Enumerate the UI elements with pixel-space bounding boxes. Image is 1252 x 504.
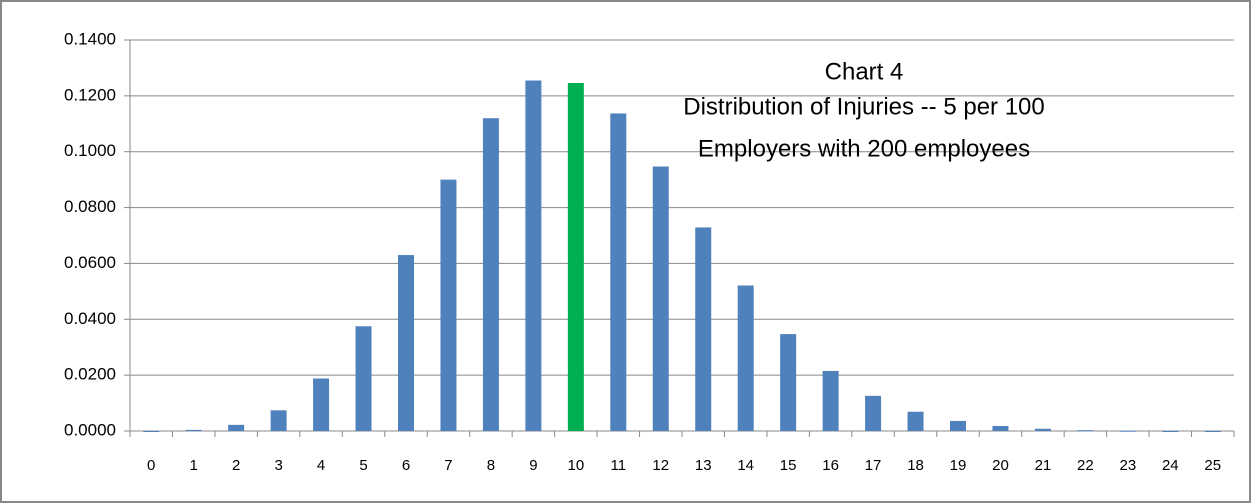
x-tick-label: 15 — [780, 457, 797, 474]
bar — [610, 113, 627, 431]
x-tick-label: 14 — [737, 457, 754, 474]
bar — [1162, 431, 1179, 432]
bar — [525, 80, 542, 431]
y-tick-label: 0.0000 — [64, 420, 116, 439]
x-tick-label: 12 — [652, 457, 669, 474]
bar — [780, 334, 797, 431]
y-tick-label: 0.0400 — [64, 309, 116, 328]
bar — [695, 227, 712, 431]
bar — [1034, 428, 1051, 431]
x-tick-label: 17 — [865, 457, 882, 474]
x-tick-label: 24 — [1162, 457, 1179, 474]
bar — [1077, 430, 1094, 432]
bar — [865, 395, 882, 431]
bar — [822, 370, 839, 431]
bar — [992, 425, 1009, 431]
bar — [313, 378, 330, 431]
bar — [907, 411, 924, 431]
x-tick-label: 21 — [1035, 457, 1052, 474]
y-tick-label: 0.0200 — [64, 365, 116, 384]
x-tick-label: 13 — [695, 457, 712, 474]
bar — [440, 179, 457, 431]
bar — [270, 410, 287, 431]
bar — [950, 420, 966, 431]
x-tick-label: 1 — [190, 457, 198, 474]
x-tick-label: 8 — [487, 457, 495, 474]
bar — [1119, 430, 1136, 432]
bar — [482, 118, 499, 431]
x-tick-label: 19 — [950, 457, 967, 474]
y-tick-label: 0.1000 — [64, 141, 116, 160]
x-tick-label: 6 — [402, 457, 410, 474]
bar — [652, 166, 669, 432]
x-tick-label: 22 — [1077, 457, 1094, 474]
x-tick-label: 3 — [274, 457, 282, 474]
x-tick-label: 5 — [359, 457, 367, 474]
x-tick-label: 2 — [232, 457, 240, 474]
chart-subtitle: Employers with 200 employees — [698, 135, 1030, 162]
bar — [143, 431, 160, 432]
x-tick-label: 20 — [992, 457, 1009, 474]
y-tick-label: 0.1200 — [64, 85, 116, 104]
bar — [1204, 431, 1221, 432]
x-tick-label: 16 — [822, 457, 839, 474]
x-tick-label: 25 — [1204, 457, 1221, 474]
bar — [567, 83, 584, 431]
x-tick-label: 0 — [147, 457, 155, 474]
bar — [185, 429, 202, 431]
bar — [737, 285, 754, 431]
bar — [355, 326, 372, 431]
y-tick-label: 0.0800 — [64, 197, 116, 216]
chart-subtitle: Distribution of Injuries -- 5 per 100 — [683, 93, 1045, 120]
x-tick-label: 9 — [529, 457, 537, 474]
chart-title: Chart 4 — [825, 58, 904, 85]
bar — [398, 255, 414, 431]
x-tick-label: 18 — [907, 457, 924, 474]
x-tick-label: 4 — [317, 457, 325, 474]
x-tick-label: 11 — [611, 457, 627, 474]
x-tick-label: 10 — [568, 457, 585, 474]
x-tick-label: 7 — [444, 457, 452, 474]
y-tick-label: 0.1400 — [64, 29, 116, 48]
y-tick-label: 0.0600 — [64, 253, 116, 272]
x-tick-label: 23 — [1120, 457, 1137, 474]
bar — [228, 424, 245, 431]
